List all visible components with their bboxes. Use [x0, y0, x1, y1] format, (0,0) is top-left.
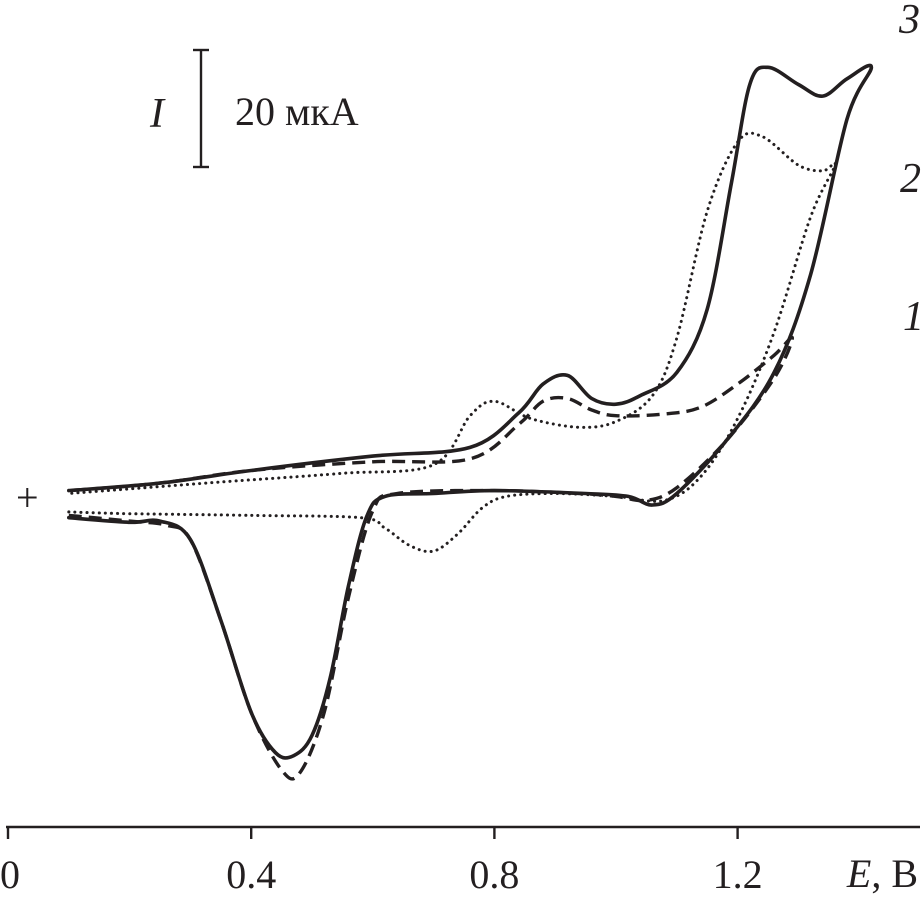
x-axis-tick-labels: 0 0.4 0.8 1.2: [0, 852, 763, 897]
scale-bar-symbol: I: [149, 91, 166, 137]
current-scale-bar: I 20 мкА: [149, 48, 359, 169]
scale-bar-label: 20 мкА: [235, 89, 359, 134]
x-tick-label: 0: [0, 852, 20, 897]
x-axis-ticks: [6, 827, 739, 839]
curve-3-solid: [67, 63, 874, 760]
curve-label-3: 3: [898, 0, 920, 43]
curve-label-2: 2: [900, 156, 921, 202]
curve-label-1: 1: [903, 294, 922, 340]
zero-current-marker: +: [16, 475, 39, 520]
x-axis-label: E, В: [846, 851, 918, 896]
x-tick-label: 1.2: [713, 852, 763, 897]
curves-layer: [67, 63, 874, 781]
curve-1-dashed: [68, 335, 794, 781]
x-tick-label: 0.4: [226, 852, 276, 897]
curve-2-dotted: [67, 131, 837, 554]
x-tick-label: 0.8: [469, 852, 519, 897]
